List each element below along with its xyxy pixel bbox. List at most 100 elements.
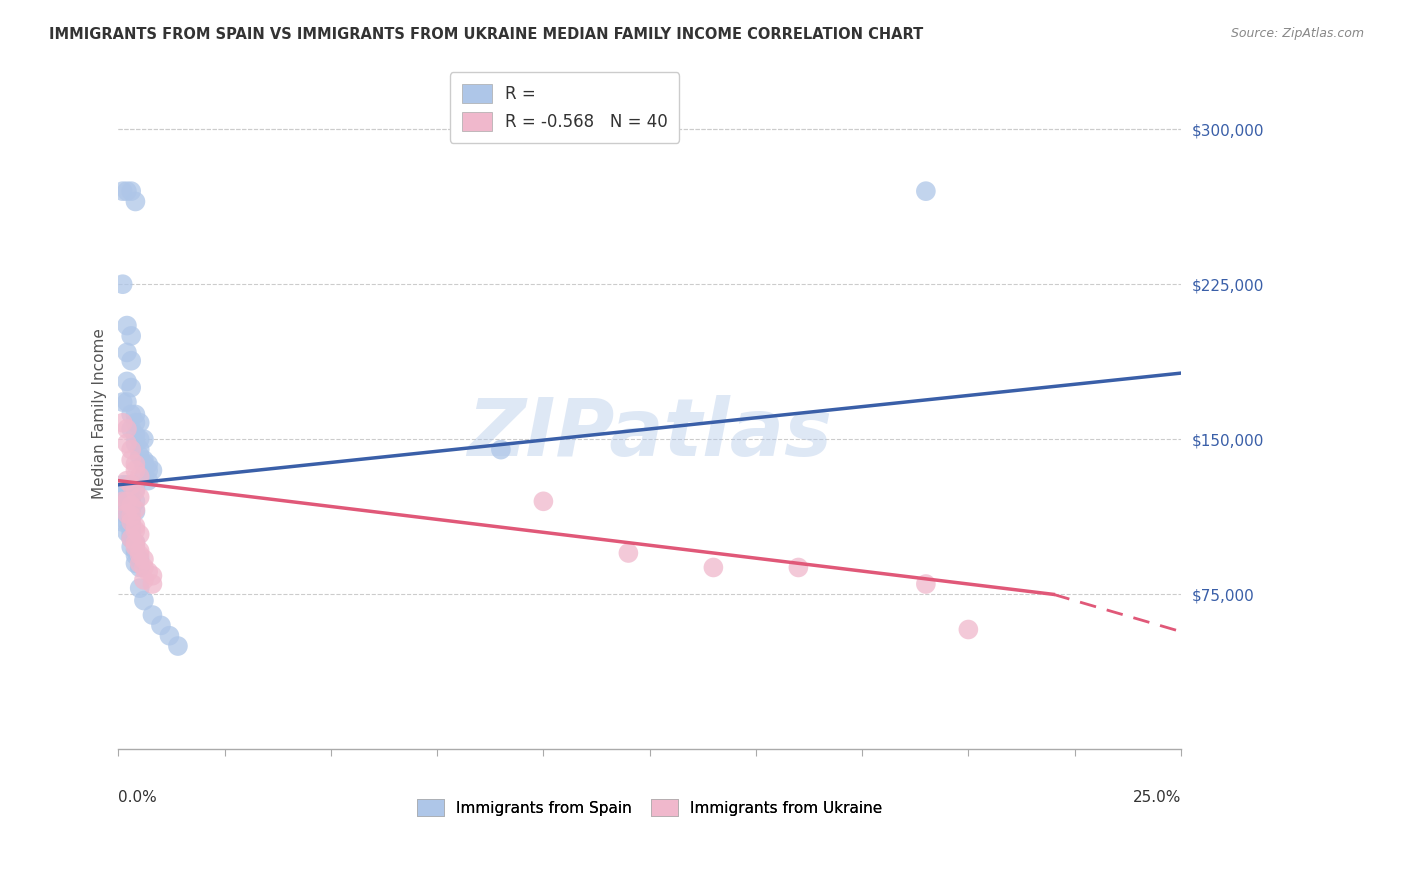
Point	[124, 544, 146, 558]
Y-axis label: Median Family Income: Median Family Income	[93, 328, 107, 499]
Point	[128, 560, 150, 574]
Point	[115, 499, 138, 513]
Point	[120, 523, 142, 537]
Point	[120, 477, 142, 491]
Point	[128, 442, 150, 457]
Point	[128, 557, 150, 571]
Point	[124, 483, 146, 498]
Text: IMMIGRANTS FROM SPAIN VS IMMIGRANTS FROM UKRAINE MEDIAN FAMILY INCOME CORRELATIO: IMMIGRANTS FROM SPAIN VS IMMIGRANTS FROM…	[49, 27, 924, 42]
Point	[120, 508, 142, 523]
Point	[120, 519, 142, 533]
Point	[124, 523, 146, 537]
Point	[141, 568, 163, 582]
Point	[128, 544, 150, 558]
Point	[120, 442, 142, 457]
Point	[120, 329, 142, 343]
Text: Source: ZipAtlas.com: Source: ZipAtlas.com	[1230, 27, 1364, 40]
Point	[124, 535, 146, 549]
Point	[141, 577, 163, 591]
Point	[124, 494, 146, 508]
Point	[120, 532, 142, 546]
Point	[124, 519, 146, 533]
Point	[120, 353, 142, 368]
Point	[120, 408, 142, 422]
Point	[787, 560, 810, 574]
Point	[167, 639, 190, 653]
Point	[111, 277, 134, 292]
Point	[617, 546, 640, 560]
Text: 25.0%: 25.0%	[1132, 789, 1181, 805]
Point	[124, 463, 146, 477]
Point	[136, 565, 159, 579]
Point	[915, 577, 938, 591]
Point	[115, 507, 138, 521]
Point	[115, 395, 138, 409]
Point	[120, 184, 142, 198]
Point	[115, 375, 138, 389]
Point	[124, 194, 146, 209]
Point	[128, 449, 150, 463]
Point	[132, 453, 155, 467]
Point	[128, 416, 150, 430]
Point	[141, 463, 163, 477]
Point	[120, 511, 142, 525]
Point	[120, 515, 142, 529]
Point	[111, 494, 134, 508]
Point	[124, 505, 146, 519]
Point	[115, 525, 138, 540]
Point	[149, 618, 172, 632]
Point	[124, 408, 146, 422]
Point	[128, 548, 150, 562]
Point	[120, 532, 142, 546]
Legend: Immigrants from Spain, Immigrants from Ukraine: Immigrants from Spain, Immigrants from U…	[411, 793, 889, 822]
Point	[115, 490, 138, 504]
Point	[111, 499, 134, 513]
Point	[128, 552, 150, 566]
Point	[124, 436, 146, 450]
Point	[128, 527, 150, 541]
Point	[124, 428, 146, 442]
Point	[115, 422, 138, 436]
Point	[132, 593, 155, 607]
Point	[531, 494, 554, 508]
Point	[115, 318, 138, 333]
Point	[124, 557, 146, 571]
Point	[115, 477, 138, 491]
Point	[120, 499, 142, 513]
Point	[120, 527, 142, 541]
Point	[115, 474, 138, 488]
Point	[120, 381, 142, 395]
Point	[120, 422, 142, 436]
Point	[120, 453, 142, 467]
Point	[132, 560, 155, 574]
Point	[124, 548, 146, 562]
Point	[120, 494, 142, 508]
Point	[111, 416, 134, 430]
Point	[128, 469, 150, 483]
Point	[128, 490, 150, 504]
Text: 0.0%: 0.0%	[118, 789, 157, 805]
Point	[115, 436, 138, 450]
Point	[132, 432, 155, 446]
Point	[115, 184, 138, 198]
Point	[128, 432, 150, 446]
Point	[132, 573, 155, 587]
Point	[489, 442, 512, 457]
Point	[120, 482, 142, 496]
Point	[141, 607, 163, 622]
Point	[111, 184, 134, 198]
Point	[124, 502, 146, 516]
Point	[702, 560, 724, 574]
Point	[120, 494, 142, 508]
Point	[111, 395, 134, 409]
Point	[120, 540, 142, 554]
Point	[136, 463, 159, 477]
Point	[124, 535, 146, 549]
Point	[136, 474, 159, 488]
Point	[111, 477, 134, 491]
Point	[132, 469, 155, 483]
Point	[957, 623, 980, 637]
Point	[124, 416, 146, 430]
Point	[111, 515, 134, 529]
Point	[136, 457, 159, 471]
